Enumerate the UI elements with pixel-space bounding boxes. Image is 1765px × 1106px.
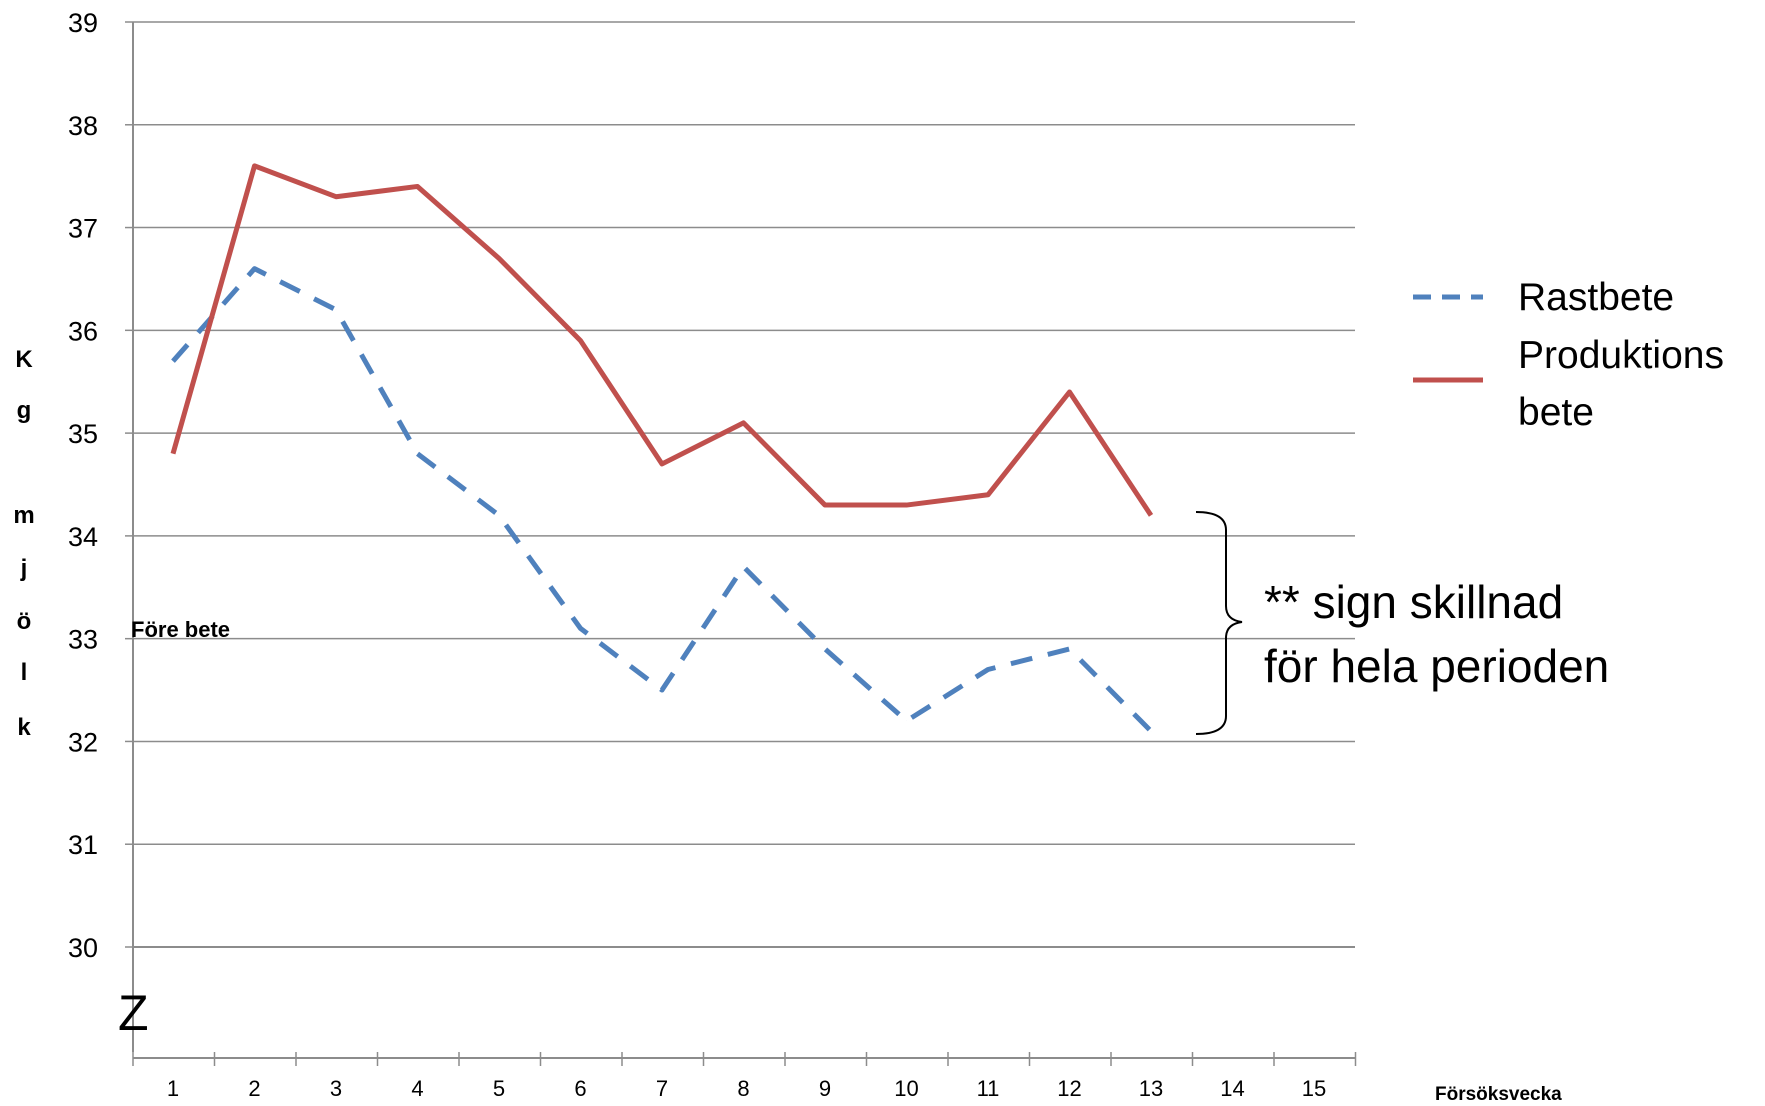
series-line-rastbete [171,266,1153,733]
y-tick-label: 33 [68,625,98,655]
significance-annotation: ** sign skillnad för hela perioden [1264,576,1609,692]
x-tick-label: 7 [656,1076,668,1101]
x-tick-label: 8 [737,1076,749,1101]
x-tick-label: 12 [1057,1076,1081,1101]
x-tick-label: 2 [248,1076,260,1101]
x-tick-label: 13 [1139,1076,1163,1101]
x-axis-label: Försöksvecka [1435,1084,1562,1105]
x-tick-label: 11 [977,1076,1000,1101]
significance-brace [1195,511,1243,735]
x-tick-label: 4 [411,1076,423,1101]
gridlines [133,21,1355,845]
y-tick-label: 30 [68,933,98,963]
y-tick-label: 39 [68,8,98,38]
y-tick-label: 32 [68,727,98,757]
significance-line-2: för hela perioden [1264,640,1609,692]
y-label-letter: g [17,397,32,424]
series-line-produktionsbete [170,163,1154,517]
legend-label-produktionsbete-line-1: Produktions [1518,334,1724,377]
legend-label-rastbete: Rastbete [1518,276,1674,319]
y-tick-labels: 30 31 32 33 34 35 36 37 38 39 [68,8,98,963]
fore-bete-annotation: Före bete [131,617,230,642]
y-label-letter: m [13,502,34,529]
y-tick-label: 36 [68,316,98,346]
significance-line-1: ** sign skillnad [1264,576,1563,628]
x-tick-label: 1 [167,1076,179,1101]
x-tick-label: 15 [1302,1076,1326,1101]
y-label-letter: ö [17,608,32,635]
x-tick-label: 5 [493,1076,505,1101]
y-tick-label: 38 [68,111,98,141]
series-lines [170,163,1154,733]
z-annotation: Z [118,985,149,1041]
x-tick-label: 3 [330,1076,342,1101]
axes [125,21,1357,1066]
x-tick-label: 6 [574,1076,586,1101]
legend-label-produktionsbete-line-2: bete [1518,391,1594,434]
y-tick-label: 37 [68,214,98,244]
y-tick-label: 31 [68,830,98,860]
y-tick-label: 34 [68,522,98,552]
x-tick-label: 10 [894,1076,918,1101]
y-label-letter: K [15,346,33,373]
legend: Rastbete Produktions bete [1413,276,1724,434]
y-label-letter: j [20,555,28,582]
y-label-letter: k [17,714,31,741]
x-tick-label: 14 [1220,1076,1244,1101]
x-tick-label: 9 [819,1076,831,1101]
y-label-letter: l [21,659,28,686]
x-tick-labels: 1 2 3 4 5 6 7 8 9 10 11 12 13 14 15 [167,1076,1326,1101]
y-tick-label: 35 [68,419,98,449]
